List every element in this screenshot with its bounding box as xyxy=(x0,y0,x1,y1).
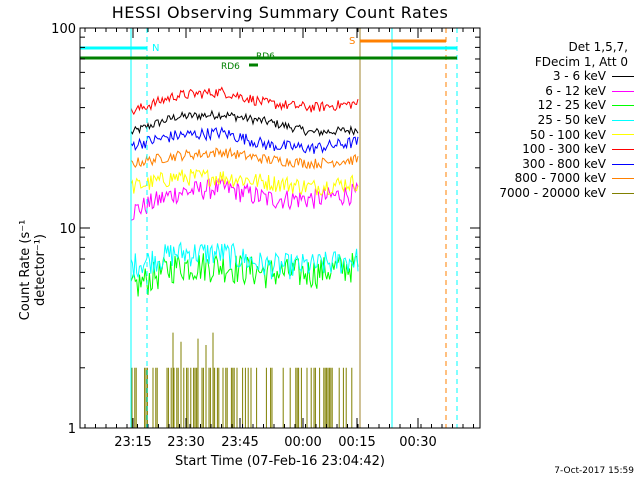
legend-swatch xyxy=(612,119,634,121)
y-tick-label: 1 xyxy=(68,422,76,437)
annotation-rd6: RD6 xyxy=(256,52,275,62)
legend-label: 25 - 50 keV xyxy=(537,112,606,127)
legend-entry: 7000 - 20000 keV xyxy=(496,186,636,201)
legend-label: 3 - 6 keV xyxy=(552,69,606,84)
legend-swatch xyxy=(612,134,634,136)
series-line xyxy=(130,109,359,138)
legend-label: 800 - 7000 keV xyxy=(514,171,606,186)
x-tick-label: 23:30 xyxy=(167,435,204,450)
legend-label: 100 - 300 keV xyxy=(522,142,606,157)
series-line xyxy=(130,86,359,116)
legend-entry: 25 - 50 keV xyxy=(496,113,636,128)
legend-swatch xyxy=(612,163,634,165)
x-tick-label: 00:00 xyxy=(284,435,321,450)
y-axis-label: Count Rate (s⁻¹ detector⁻¹) xyxy=(18,219,48,321)
legend-entry: 100 - 300 keV xyxy=(496,142,636,157)
legend-entry: 800 - 7000 keV xyxy=(496,171,636,186)
x-tick-label: 23:15 xyxy=(114,435,151,450)
legend-swatch xyxy=(612,90,634,92)
legend-entry: 12 - 25 keV xyxy=(496,98,636,113)
series-line xyxy=(130,241,359,280)
legend-entry: 50 - 100 keV xyxy=(496,128,636,143)
legend-entry: 3 - 6 keV xyxy=(496,69,636,84)
legend-label: 6 - 12 keV xyxy=(545,83,606,98)
x-axis-label: Start Time (07-Feb-16 23:04:42) xyxy=(175,454,385,469)
legend-entry: 300 - 800 keV xyxy=(496,157,636,172)
legend-label: 50 - 100 keV xyxy=(529,127,606,142)
legend-swatch xyxy=(612,178,634,180)
series-line xyxy=(130,175,359,221)
x-tick-label: 00:30 xyxy=(399,435,436,450)
legend-header-fdecim: FDecim 1, Att 0 xyxy=(534,54,628,69)
x-tick-label: 23:45 xyxy=(221,435,258,450)
legend-swatch xyxy=(612,75,634,77)
series-line xyxy=(130,252,359,297)
legend-swatch xyxy=(612,105,634,107)
series-line xyxy=(130,168,359,196)
y-tick-label: 10 xyxy=(59,222,76,237)
annotation-s: S xyxy=(349,36,355,47)
chart-title: HESSI Observing Summary Count Rates xyxy=(111,3,449,22)
legend-swatch xyxy=(612,192,634,194)
series-line xyxy=(130,146,359,170)
series-line xyxy=(130,126,359,154)
timestamp-footer: 7-Oct-2017 15:59 xyxy=(554,466,634,476)
annotation-n: N xyxy=(152,43,159,54)
series-line-7000-20000kev xyxy=(131,332,353,428)
x-tick-label: 00:15 xyxy=(338,435,375,450)
legend-header-det: Det 1,5,7, xyxy=(568,40,629,54)
plot-frame xyxy=(79,27,481,429)
legend-entry: 6 - 12 keV xyxy=(496,84,636,99)
legend-label: 12 - 25 keV xyxy=(537,98,606,113)
legend-label: 7000 - 20000 keV xyxy=(499,185,606,200)
y-tick-label: 100 xyxy=(51,22,76,37)
annotation-rd6: RD6 xyxy=(221,62,240,72)
legend: Det 1,5,7, FDecim 1, Att 0 3 - 6 keV 6 - … xyxy=(496,40,636,201)
legend-label: 300 - 800 keV xyxy=(522,156,606,171)
legend-swatch xyxy=(612,148,634,150)
